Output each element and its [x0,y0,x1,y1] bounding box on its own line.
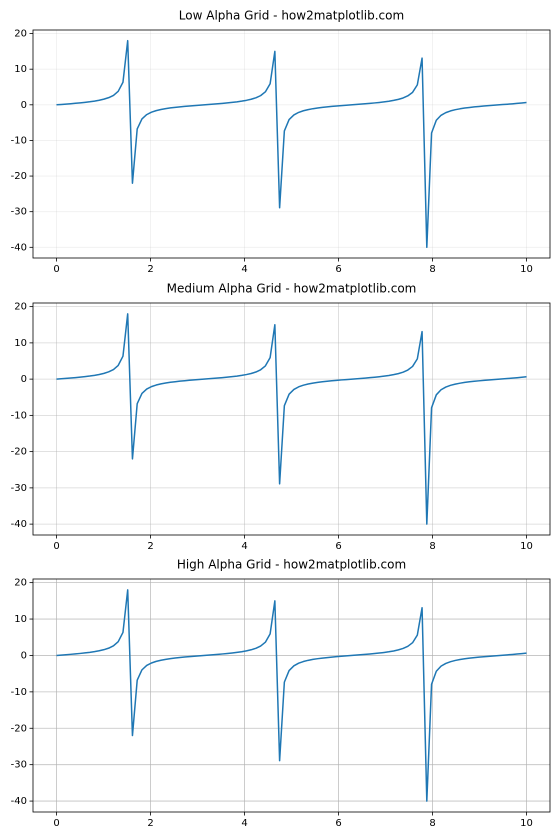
y-tick-label: -40 [11,519,27,530]
y-tick-label: 20 [14,302,27,313]
y-tick-label: 10 [14,64,27,75]
y-tick-label: 10 [14,614,27,625]
y-tick-label: -10 [11,135,27,146]
x-tick-label: 0 [53,818,59,829]
y-tick-label: -40 [11,242,27,253]
x-tick-label: 6 [335,541,341,552]
y-tick-label: 0 [21,374,27,385]
y-tick-label: 20 [14,578,27,589]
x-tick-label: 8 [429,541,435,552]
y-tick-label: -30 [11,207,27,218]
y-tick-label: -30 [11,760,27,771]
y-tick-label: -10 [11,410,27,421]
x-tick-label: 8 [429,818,435,829]
axes-frame [32,29,551,259]
x-tick-label: 10 [520,541,533,552]
x-tick-label: 4 [241,818,247,829]
x-tick-label: 4 [241,541,247,552]
y-tick-label: -20 [11,723,27,734]
x-tick-label: 2 [147,541,153,552]
x-tick-label: 6 [335,264,341,275]
data-line [56,39,527,249]
y-tick-label: -20 [11,171,27,182]
y-tick-label: 0 [21,650,27,661]
x-tick-label: 8 [429,264,435,275]
y-tick-label: -20 [11,447,27,458]
x-tick-label: 10 [520,264,533,275]
chart-title: High Alpha Grid - how2matplotlib.com [177,558,406,572]
x-tick-label: 2 [147,264,153,275]
axes-frame [32,302,551,536]
y-tick-label: -10 [11,687,27,698]
y-tick-label: 10 [14,338,27,349]
y-tick-label: 0 [21,100,27,111]
chart-title: Medium Alpha Grid - how2matplotlib.com [167,282,417,296]
data-line [56,313,527,525]
y-tick-label: -30 [11,483,27,494]
x-tick-label: 2 [147,818,153,829]
y-tick-label: 20 [14,29,27,40]
x-tick-label: 4 [241,264,247,275]
x-tick-label: 10 [520,818,533,829]
axes-frame [32,578,551,813]
x-tick-label: 0 [53,264,59,275]
x-tick-label: 0 [53,541,59,552]
x-tick-label: 6 [335,818,341,829]
data-line [56,589,527,802]
chart-title: Low Alpha Grid - how2matplotlib.com [179,9,404,23]
y-tick-label: -40 [11,796,27,807]
